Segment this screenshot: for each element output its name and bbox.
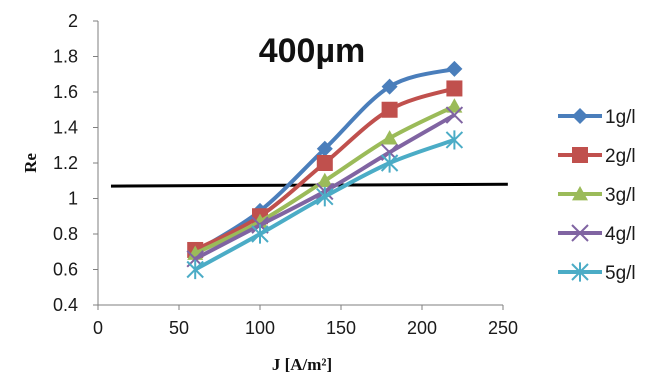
data-point (446, 98, 463, 113)
x-tick-label: 0 (93, 318, 103, 338)
y-tick-label: 0.6 (53, 260, 78, 280)
data-point (380, 153, 399, 173)
y-tick-label: 0.8 (53, 224, 78, 244)
data-point (446, 80, 463, 97)
series-group (186, 60, 464, 280)
data-point (316, 155, 333, 171)
chart-title: 400µm (259, 32, 366, 70)
legend-item: 5g/l (558, 262, 636, 284)
legend-label: 5g/l (605, 263, 636, 284)
legend-label: 3g/l (605, 185, 636, 206)
y-tick-label: 1 (68, 189, 78, 209)
data-point (316, 172, 333, 188)
data-point (572, 186, 588, 201)
y-axis-title: Re (21, 153, 40, 173)
legend-label: 4g/l (605, 224, 636, 245)
data-point (251, 224, 269, 244)
x-tick-label: 200 (407, 318, 437, 338)
data-point (572, 108, 588, 124)
legend-item: 4g/l (558, 224, 636, 245)
data-point (316, 187, 334, 207)
y-tick-label: 1.8 (53, 47, 78, 67)
series-5 (186, 130, 464, 280)
data-point (316, 140, 333, 157)
data-point (445, 106, 464, 124)
data-point (571, 262, 589, 282)
data-point (381, 130, 398, 145)
data-point (572, 147, 588, 163)
x-tick-label: 150 (326, 318, 356, 338)
y-tick-labels: 0.4 0.6 0.8 1 1.2 1.4 1.6 1.8 2 (53, 11, 98, 315)
x-tick-label: 100 (245, 318, 275, 338)
data-point (381, 78, 398, 95)
x-tick-labels: 0 50 100 150 200 250 (93, 305, 518, 338)
data-point (445, 130, 464, 150)
y-tick-label: 0.4 (53, 295, 78, 315)
y-tick-label: 1.4 (53, 118, 78, 138)
series-3 (187, 98, 463, 260)
reference-line (110, 182, 508, 188)
data-point (446, 60, 463, 77)
legend-item: 1g/l (558, 107, 636, 128)
legend-item: 2g/l (558, 146, 636, 167)
data-point (571, 224, 589, 242)
data-point (186, 259, 204, 280)
legend-label: 1g/l (605, 107, 636, 128)
legend-label: 2g/l (605, 146, 636, 167)
x-tick-label: 250 (488, 318, 518, 338)
legend: 1g/l 2g/l 3g/l 4g/l 5g/l (558, 107, 636, 284)
legend-item: 3g/l (558, 185, 636, 206)
y-tick-label: 2 (68, 11, 78, 31)
x-axis-title: J [A/m²] (272, 355, 332, 374)
x-tick-label: 50 (169, 318, 189, 338)
y-tick-label: 1.2 (53, 153, 78, 173)
y-tick-label: 1.6 (53, 82, 78, 102)
data-point (381, 101, 398, 118)
